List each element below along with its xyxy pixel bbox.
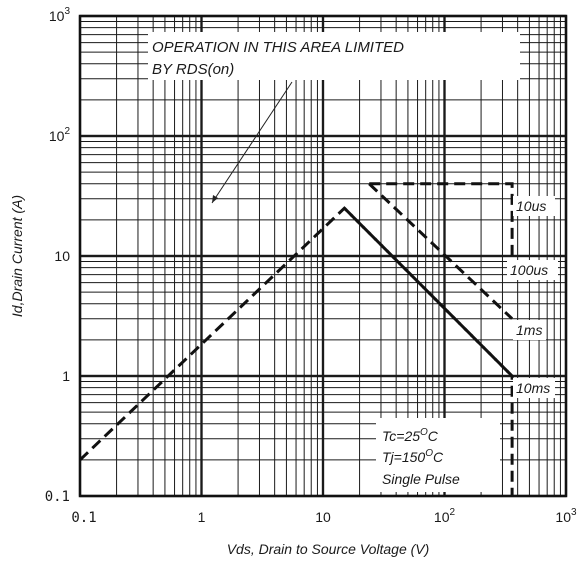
series-line-10us [369, 182, 514, 256]
y-tick-label: 102 [49, 126, 71, 144]
x-tick-label: 0.1 [71, 510, 96, 526]
rds-annotation-line2: BY RDS(on) [152, 61, 234, 78]
rds-annotation-arrow [211, 81, 293, 204]
series-label-bg-10us [513, 196, 555, 216]
series-label-10ms: 10ms [516, 380, 550, 396]
axis-tick-labels: 0.1 1 10 102 103 0.1 1 10 102 103 [45, 6, 577, 526]
conditions-box [376, 418, 500, 492]
plot-grid [78, 14, 568, 498]
rds-annotation-arrowhead [212, 195, 218, 203]
x-tick-label: 102 [434, 507, 456, 525]
x-tick-label: 103 [555, 507, 577, 525]
series-line-10ms [78, 206, 514, 496]
series-label-10us: 10us [516, 198, 546, 214]
condition-tc-unit: O [420, 427, 428, 438]
x-tick-label: 1 [198, 509, 206, 525]
series-label-100us: 100us [510, 262, 548, 278]
condition-tj-text: Tj=150 [382, 449, 425, 465]
series-label-bg-1ms [513, 320, 546, 340]
y-tick-label: 103 [49, 6, 71, 24]
y-tick-label: 0.1 [45, 489, 70, 505]
condition-tc-text: Tc=25 [382, 428, 420, 444]
condition-junction-temperature: Tj=150OC [382, 448, 444, 465]
condition-case-temperature: Tc=25OC [382, 427, 439, 444]
y-tick-label: 1 [62, 368, 70, 384]
condition-tj-c: C [433, 449, 444, 465]
rds-annotation-background [148, 32, 520, 80]
y-tick-label: 10 [54, 248, 70, 264]
condition-single-pulse: Single Pulse [382, 471, 460, 487]
x-axis-label: Vds, Drain to Source Voltage (V) [227, 541, 430, 557]
series-line-100us [368, 182, 514, 320]
y-axis-label: Id,Drain Current (A) [9, 195, 25, 317]
condition-tj-unit: O [425, 448, 433, 459]
series-labels: 10us 100us 1ms 10ms [507, 196, 558, 398]
plot-frame [78, 14, 568, 498]
x-tick-label: 10 [315, 509, 331, 525]
rds-annotation-line1: OPERATION IN THIS AREA LIMITED [152, 39, 404, 56]
series-label-1ms: 1ms [516, 322, 542, 338]
series-label-bg-10ms [513, 378, 555, 398]
series-layer [78, 182, 514, 496]
condition-tc-c: C [428, 428, 439, 444]
series-label-bg-100us [507, 260, 558, 280]
